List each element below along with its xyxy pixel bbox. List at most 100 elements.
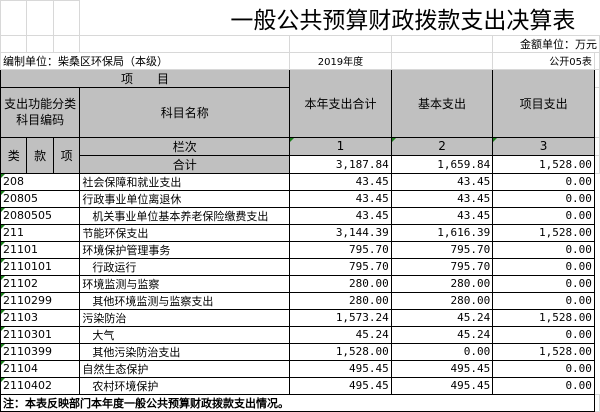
row-total: 45.24 xyxy=(289,325,392,344)
row-name: 污染防治 xyxy=(79,308,291,327)
row-basic: 45.24 xyxy=(390,308,494,327)
cell-marker-icon xyxy=(1,276,5,280)
cell-marker-icon xyxy=(1,191,5,195)
row-code: 20805 xyxy=(3,192,38,205)
row-name: 环境监测与监察 xyxy=(79,274,291,293)
row-basic: 43.45 xyxy=(390,172,494,191)
row-total: 280.00 xyxy=(289,274,392,293)
header-lanci: 栏次 xyxy=(79,136,291,156)
table-row: 20805 行政事业单位离退休 43.45 43.45 0.00 xyxy=(0,189,600,208)
row-code: 21104 xyxy=(3,362,38,375)
table-row: 2110301 大气 45.24 45.24 0.00 xyxy=(0,325,600,344)
col-number-2: 2 xyxy=(438,139,446,153)
col-number-1: 1 xyxy=(336,139,345,153)
row-name: 社会保障和就业支出 xyxy=(79,172,291,191)
header-name: 科目名称 xyxy=(79,86,291,138)
table-row: 2110402 农村环境保护 495.45 495.45 0.00 xyxy=(0,376,600,395)
row-code: 21101 xyxy=(3,243,38,256)
row-name: 节能环保支出 xyxy=(79,223,291,242)
table-row: 21102 环境监测与监察 280.00 280.00 0.00 xyxy=(0,274,600,293)
table-row: 211 节能环保支出 3,144.39 1,616.39 1,528.00 xyxy=(0,223,600,242)
row-total: 1,528.00 xyxy=(289,342,392,361)
row-project: 0.00 xyxy=(492,189,595,208)
row-code: 2080505 xyxy=(3,209,52,222)
row-total: 43.45 xyxy=(289,172,392,191)
row-basic: 0.00 xyxy=(390,342,494,361)
row-total: 495.45 xyxy=(289,359,392,378)
row-code: 21103 xyxy=(3,311,38,324)
row-project: 0.00 xyxy=(492,240,595,259)
row-total: 3,144.39 xyxy=(289,223,392,242)
row-project: 0.00 xyxy=(492,206,595,225)
header-project: 项目支出 xyxy=(492,68,595,138)
header-code: 支出功能分类科目编码 xyxy=(0,86,81,138)
org-label: 编制单位：柴桑区环保局（本级） xyxy=(0,51,291,70)
total-c3: 1,528.00 xyxy=(492,154,595,174)
row-basic: 795.70 xyxy=(390,257,494,276)
total-c1: 3,187.84 xyxy=(289,154,392,174)
cell-marker-icon xyxy=(1,174,5,178)
table-row: 2110399 其他污染防治支出 1,528.00 0.00 1,528.00 xyxy=(0,342,600,361)
table-row: 2110101 行政运行 795.70 795.70 0.00 xyxy=(0,257,600,276)
table-row: 21101 环境保护管理事务 795.70 795.70 0.00 xyxy=(0,240,600,259)
cell-marker-icon xyxy=(1,259,5,263)
year-label: 2019年度 xyxy=(289,51,392,70)
row-total: 1,573.24 xyxy=(289,308,392,327)
header-basic: 基本支出 xyxy=(390,68,494,138)
cell-marker-icon xyxy=(1,344,5,348)
cell-marker-icon xyxy=(1,327,5,331)
row-name: 环境保护管理事务 xyxy=(79,240,291,259)
cell-marker-icon xyxy=(1,293,5,297)
row-basic: 280.00 xyxy=(390,291,494,310)
total-c2: 1,659.84 xyxy=(390,154,494,174)
row-total: 795.70 xyxy=(289,240,392,259)
row-project: 0.00 xyxy=(492,291,595,310)
row-code: 211 xyxy=(3,226,24,239)
cell-marker-icon xyxy=(1,242,5,246)
header-item: 项 目 xyxy=(0,68,291,88)
row-basic: 495.45 xyxy=(390,376,494,395)
header-kuan: 款 xyxy=(26,136,54,174)
cell-marker-icon xyxy=(1,310,5,314)
row-code: 2110399 xyxy=(3,345,52,358)
row-name: 自然生态保护 xyxy=(79,359,291,378)
cell-marker-icon xyxy=(1,361,5,365)
row-code: 2110301 xyxy=(3,328,52,341)
form-number: 公开05表 xyxy=(492,51,595,70)
row-project: 1,528.00 xyxy=(492,342,595,361)
row-project: 0.00 xyxy=(492,359,595,378)
row-project: 0.00 xyxy=(492,172,595,191)
cell-marker-icon xyxy=(1,208,5,212)
row-project: 0.00 xyxy=(492,257,595,276)
row-name: 农村环境保护 xyxy=(79,376,291,395)
row-total: 43.45 xyxy=(289,189,392,208)
table-row: 21104 自然生态保护 495.45 495.45 0.00 xyxy=(0,359,600,378)
row-basic: 1,616.39 xyxy=(390,223,494,242)
row-project: 0.00 xyxy=(492,325,595,344)
row-basic: 45.24 xyxy=(390,325,494,344)
row-project: 0.00 xyxy=(492,274,595,293)
row-name: 大气 xyxy=(79,325,291,344)
row-total: 795.70 xyxy=(289,257,392,276)
table-row: 208 社会保障和就业支出 43.45 43.45 0.00 xyxy=(0,172,600,191)
header-xiang: 项 xyxy=(52,136,81,174)
row-code: 21102 xyxy=(3,277,38,290)
row-code: 2110402 xyxy=(3,379,52,392)
row-name: 行政运行 xyxy=(79,257,291,276)
row-code: 2110101 xyxy=(3,260,52,273)
row-project: 1,528.00 xyxy=(492,308,595,327)
cell-marker-icon xyxy=(1,225,5,229)
row-basic: 43.45 xyxy=(390,206,494,225)
row-basic: 280.00 xyxy=(390,274,494,293)
header-total: 本年支出合计 xyxy=(289,68,392,138)
col-number-3: 3 xyxy=(539,139,548,153)
row-total: 495.45 xyxy=(289,376,392,395)
total-label: 合计 xyxy=(79,154,291,174)
row-name: 行政事业单位离退休 xyxy=(79,189,291,208)
row-basic: 795.70 xyxy=(390,240,494,259)
row-name: 机关事业单位基本养老保险缴费支出 xyxy=(79,206,291,225)
header-lei: 类 xyxy=(0,136,28,174)
row-code: 2110299 xyxy=(3,294,52,307)
